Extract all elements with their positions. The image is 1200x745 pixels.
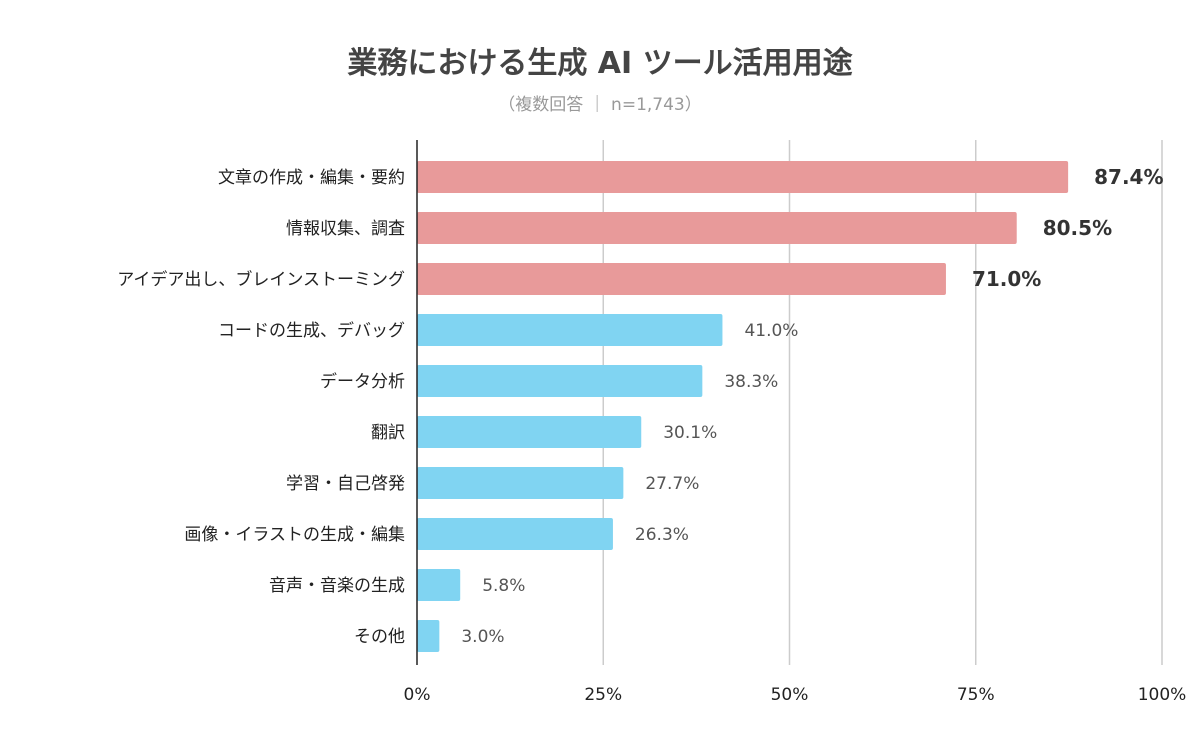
bar bbox=[417, 314, 723, 346]
value-label: 5.8% bbox=[482, 576, 525, 596]
category-label: データ分析 bbox=[320, 371, 405, 392]
x-tick-label: 75% bbox=[957, 685, 995, 705]
value-label: 30.1% bbox=[663, 423, 717, 443]
category-label: 翻訳 bbox=[371, 423, 405, 443]
value-label: 27.7% bbox=[645, 474, 699, 494]
bar bbox=[417, 518, 613, 550]
value-label: 87.4% bbox=[1094, 165, 1163, 189]
x-tick-label: 100% bbox=[1138, 685, 1187, 705]
bar bbox=[417, 620, 440, 652]
category-label: 情報収集、調査 bbox=[286, 219, 405, 239]
bar bbox=[417, 161, 1069, 193]
category-label: 文章の作成・編集・要約 bbox=[218, 168, 405, 188]
value-label: 41.0% bbox=[744, 321, 798, 341]
category-label: コードの生成、デバッグ bbox=[218, 320, 405, 341]
x-tick-label: 50% bbox=[771, 685, 809, 705]
category-label: 音声・音楽の生成 bbox=[269, 576, 405, 596]
x-tick-label: 0% bbox=[404, 685, 431, 705]
bar bbox=[417, 416, 642, 448]
category-label: アイデア出し、ブレインストーミング bbox=[117, 269, 405, 290]
category-label: 画像・イラストの生成・編集 bbox=[184, 525, 405, 545]
chart-title: 業務における生成 AI ツール活用用途 bbox=[347, 46, 853, 81]
x-tick-label: 25% bbox=[584, 685, 622, 705]
bar bbox=[417, 365, 703, 397]
value-label: 3.0% bbox=[461, 627, 504, 647]
value-label: 80.5% bbox=[1043, 216, 1112, 240]
chart-subtitle: （複数回答 ｜ n=1,743） bbox=[498, 95, 702, 115]
bar bbox=[417, 467, 624, 499]
value-label: 26.3% bbox=[635, 525, 689, 545]
bar bbox=[417, 212, 1017, 244]
value-label: 71.0% bbox=[972, 267, 1041, 291]
value-label: 38.3% bbox=[724, 372, 778, 392]
bar bbox=[417, 263, 946, 295]
category-label: 学習・自己啓発 bbox=[286, 474, 405, 494]
category-label: その他 bbox=[354, 627, 405, 647]
bar bbox=[417, 569, 461, 601]
